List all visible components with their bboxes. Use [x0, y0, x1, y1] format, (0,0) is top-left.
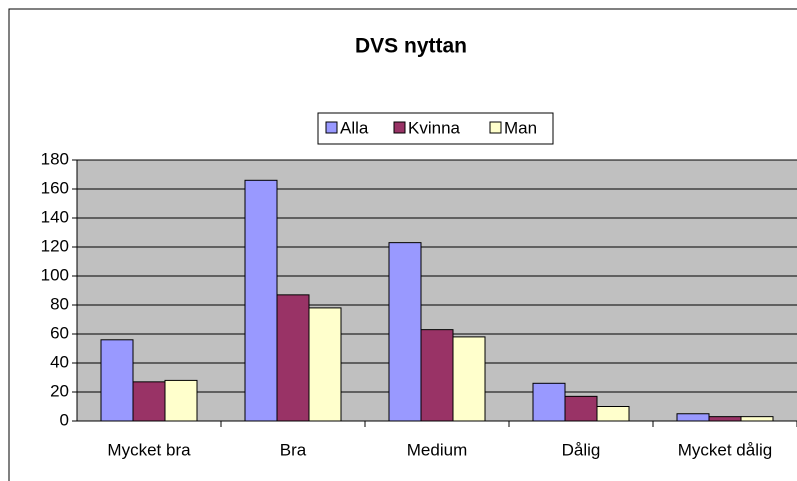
bar	[132, 381, 166, 422]
y-tick-label: 60	[50, 323, 69, 342]
bar	[388, 242, 422, 422]
y-tick-label: 40	[50, 352, 69, 371]
y-tick-label: 0	[60, 410, 69, 429]
bar	[276, 294, 310, 422]
y-tick-label: 180	[41, 149, 69, 168]
x-tick-label: Bra	[280, 440, 307, 459]
bar	[676, 413, 710, 422]
y-tick-label: 140	[41, 207, 69, 226]
legend-box	[317, 112, 554, 145]
y-tick-label: 120	[41, 236, 69, 255]
bar	[532, 382, 566, 422]
legend-swatch	[489, 121, 502, 134]
bar	[564, 395, 598, 422]
y-tick-label: 20	[50, 381, 69, 400]
bar	[164, 379, 198, 422]
chart-title: DVS nyttan	[355, 35, 467, 58]
bar	[740, 416, 774, 422]
y-tick-label: 160	[41, 178, 69, 197]
x-tick-label: Mycket bra	[107, 440, 191, 459]
legend-label: Kvinna	[408, 118, 461, 137]
bar	[452, 336, 486, 422]
bar	[708, 416, 742, 422]
bar	[420, 329, 454, 422]
legend-label: Man	[504, 118, 537, 137]
bar	[596, 406, 630, 422]
legend-label: Alla	[340, 118, 369, 137]
y-tick-label: 80	[50, 294, 69, 313]
x-tick-label: Dålig	[562, 440, 601, 459]
bar	[100, 339, 134, 422]
y-tick-label: 100	[41, 265, 69, 284]
x-tick-label: Medium	[407, 440, 467, 459]
legend-swatch	[325, 121, 338, 134]
bar	[244, 179, 278, 422]
legend-swatch	[393, 121, 406, 134]
x-tick-label: Mycket dålig	[678, 440, 772, 459]
bar	[308, 307, 342, 422]
